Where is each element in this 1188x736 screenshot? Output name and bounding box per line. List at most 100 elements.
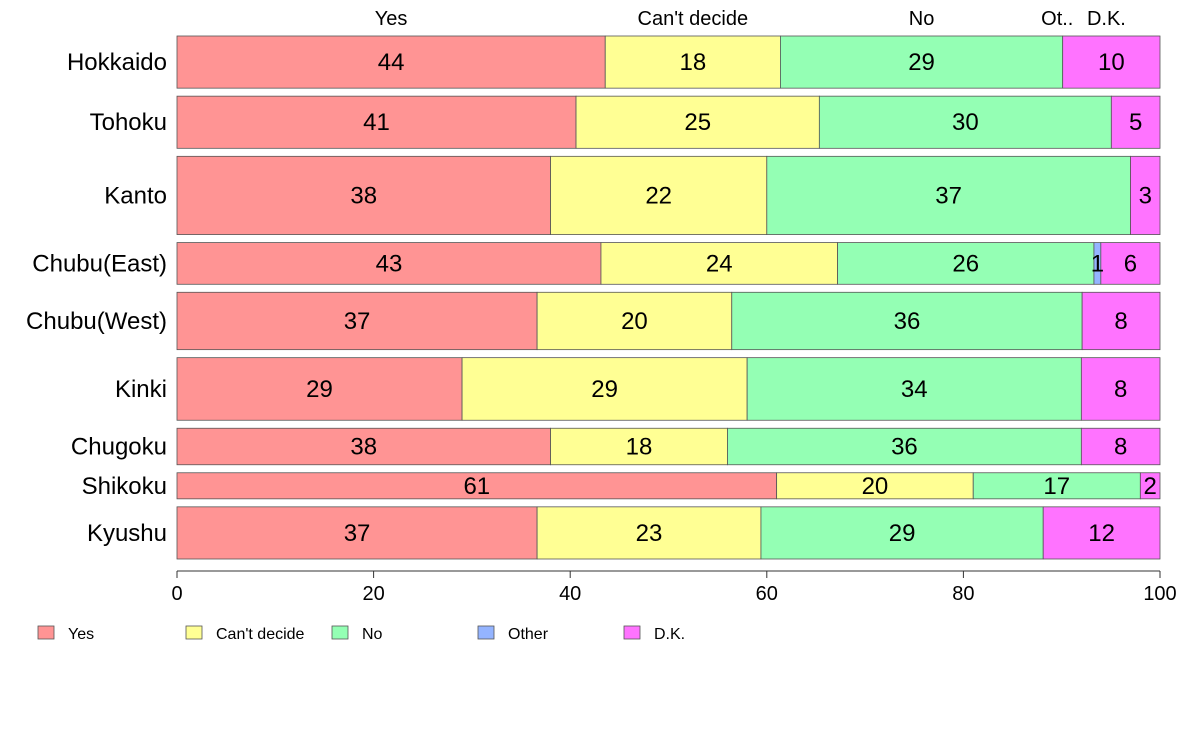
legend-label-yes: Yes xyxy=(68,626,94,643)
category-label-chubu-east: Chubu(East) xyxy=(32,250,167,277)
legend-label-d-k: D.K. xyxy=(654,626,685,643)
bar-tohoku-d-k xyxy=(1110,95,1161,149)
data-label-chubu-west-d-k: 8 xyxy=(1114,308,1127,335)
data-label-kinki-can-t-decide: 29 xyxy=(591,376,618,403)
bar-shikoku-d-k xyxy=(1139,472,1161,500)
bar-kinki-can-t-decide xyxy=(461,357,748,421)
data-label-chubu-east-no: 26 xyxy=(952,250,979,277)
data-label-tohoku-d-k: 5 xyxy=(1129,109,1142,136)
legend-item-other: Other xyxy=(477,625,549,643)
bar-chubu-east-no xyxy=(837,242,1095,285)
data-label-chubu-east-can-t-decide: 24 xyxy=(706,250,733,277)
bar-hokkaido-no xyxy=(780,35,1064,89)
data-label-tohoku-no: 30 xyxy=(952,109,979,136)
top-label-d-k: D.K. xyxy=(1087,8,1126,30)
data-label-chubu-east-other: 1 xyxy=(1091,250,1104,277)
category-label-shikoku: Shikoku xyxy=(82,473,167,500)
data-label-kanto-d-k: 3 xyxy=(1139,182,1152,209)
data-label-kinki-no: 34 xyxy=(901,376,928,403)
x-tick-label-60: 60 xyxy=(756,583,778,605)
legend-label-no: No xyxy=(362,626,383,643)
legend-swatch-no xyxy=(331,625,349,640)
data-label-kyushu-d-k: 12 xyxy=(1088,520,1115,547)
legend-swatch-d-k xyxy=(623,625,641,640)
data-label-shikoku-d-k: 2 xyxy=(1143,473,1156,500)
data-label-kyushu-yes: 37 xyxy=(344,520,371,547)
x-tick-label-80: 80 xyxy=(952,583,974,605)
data-label-kinki-d-k: 8 xyxy=(1114,376,1127,403)
top-labels-layer: Yes Can't decide No Ot.. D.K. xyxy=(375,8,1126,30)
legend-label-can-t-decide: Can't decide xyxy=(216,626,305,643)
legend-item-can-t-decide: Can't decide xyxy=(185,625,305,643)
bar-kyushu-can-t-decide xyxy=(536,506,762,560)
legend-label-other: Other xyxy=(508,626,549,643)
bar-kyushu-d-k xyxy=(1042,506,1161,560)
bar-chubu-west-d-k xyxy=(1081,291,1161,351)
x-axis: 0 20 40 60 80 100 xyxy=(171,570,1177,605)
data-label-shikoku-yes: 61 xyxy=(463,473,490,500)
data-label-chubu-west-can-t-decide: 20 xyxy=(621,308,648,335)
bar-tohoku-can-t-decide xyxy=(575,95,820,149)
data-label-hokkaido-can-t-decide: 18 xyxy=(679,49,706,76)
data-label-tohoku-can-t-decide: 25 xyxy=(684,109,711,136)
bar-kyushu-yes xyxy=(176,506,538,560)
legend-item-yes: Yes xyxy=(37,625,94,643)
bar-tohoku-no xyxy=(818,95,1112,149)
bar-kinki-yes xyxy=(176,357,463,421)
top-label-no: No xyxy=(909,8,935,30)
data-label-chubu-east-yes: 43 xyxy=(376,250,403,277)
data-label-shikoku-can-t-decide: 20 xyxy=(862,473,889,500)
legend-swatch-other xyxy=(477,625,495,640)
category-label-chugoku: Chugoku xyxy=(71,434,167,461)
data-label-kyushu-no: 29 xyxy=(889,520,916,547)
data-label-kanto-no: 37 xyxy=(935,182,962,209)
bar-hokkaido-can-t-decide xyxy=(604,35,781,89)
top-label-yes: Yes xyxy=(375,8,408,30)
legend-swatch-can-t-decide xyxy=(185,625,203,640)
bars-layer xyxy=(176,35,1161,560)
bar-tohoku-yes xyxy=(176,95,577,149)
data-label-hokkaido-d-k: 10 xyxy=(1098,49,1125,76)
legend-item-no: No xyxy=(331,625,383,643)
data-label-hokkaido-no: 29 xyxy=(908,49,935,76)
bar-shikoku-no xyxy=(972,472,1141,500)
data-label-tohoku-yes: 41 xyxy=(363,109,390,136)
data-label-hokkaido-yes: 44 xyxy=(378,49,405,76)
data-label-chugoku-d-k: 8 xyxy=(1114,434,1127,461)
x-tick-label-20: 20 xyxy=(362,583,384,605)
data-label-chubu-east-d-k: 6 xyxy=(1124,250,1137,277)
top-label-can-t-decide: Can't decide xyxy=(638,8,749,30)
bar-hokkaido-yes xyxy=(176,35,606,89)
category-label-chubu-west: Chubu(West) xyxy=(26,308,167,335)
legend-swatch-yes xyxy=(37,625,55,640)
category-label-kinki: Kinki xyxy=(115,376,167,403)
data-label-kanto-yes: 38 xyxy=(350,182,377,209)
bar-chubu-west-can-t-decide xyxy=(536,291,733,351)
data-label-kinki-yes: 29 xyxy=(306,376,333,403)
x-tick-label-40: 40 xyxy=(559,583,581,605)
data-label-kyushu-can-t-decide: 23 xyxy=(636,520,663,547)
category-label-hokkaido: Hokkaido xyxy=(67,49,167,76)
bar-kinki-d-k xyxy=(1080,357,1161,421)
legend: Yes Can't decide No Other D.K. xyxy=(37,625,685,643)
bar-chubu-east-d-k xyxy=(1100,242,1161,285)
data-label-chubu-west-yes: 37 xyxy=(344,308,371,335)
category-labels-layer: Hokkaido Tohoku Kanto Chubu(East) Chubu(West… xyxy=(26,49,167,547)
bar-shikoku-can-t-decide xyxy=(776,472,974,500)
x-tick-label-0: 0 xyxy=(171,583,182,605)
bar-kanto-d-k xyxy=(1130,155,1161,235)
data-label-shikoku-no: 17 xyxy=(1043,473,1070,500)
bar-chubu-west-no xyxy=(731,291,1083,351)
bar-chugoku-yes xyxy=(176,427,551,466)
bar-kyushu-no xyxy=(760,506,1044,560)
data-label-chugoku-no: 36 xyxy=(891,434,918,461)
data-label-kanto-can-t-decide: 22 xyxy=(645,182,672,209)
top-label-ot: Ot.. xyxy=(1041,8,1073,30)
bar-chugoku-no xyxy=(727,427,1082,466)
bar-chugoku-d-k xyxy=(1080,427,1161,466)
bar-hokkaido-d-k xyxy=(1062,35,1161,89)
category-label-tohoku: Tohoku xyxy=(90,109,167,136)
legend-item-d-k: D.K. xyxy=(623,625,685,643)
